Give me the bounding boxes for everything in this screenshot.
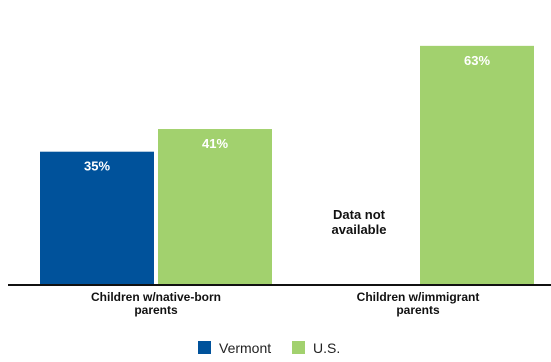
data-label-u-s--0: 41% xyxy=(202,136,228,151)
category-label-0: Children w/native-born parents xyxy=(91,290,221,317)
bar-u-s--0 xyxy=(158,129,272,284)
category-label-1: Children w/immigrant parents xyxy=(357,290,480,317)
data-label-u-s--1: 63% xyxy=(464,53,490,68)
bar-u-s--1 xyxy=(420,45,534,284)
bar-vermont-0 xyxy=(40,151,154,284)
not-available-note: Data not available xyxy=(332,207,387,237)
legend-label-vermont: Vermont xyxy=(219,340,271,356)
legend-swatch-vermont xyxy=(198,341,211,354)
legend-swatch-u-s- xyxy=(292,341,305,354)
data-label-vermont-0: 35% xyxy=(84,159,110,174)
legend-label-u-s-: U.S. xyxy=(313,340,340,356)
